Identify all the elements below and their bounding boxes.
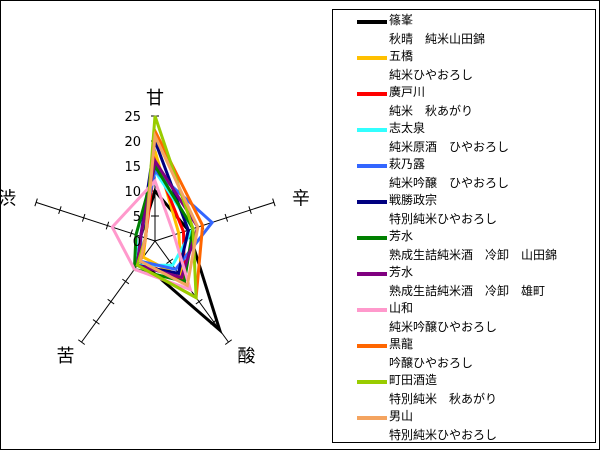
legend-entry: 山和純米吟醸ひやおろし (333, 300, 595, 336)
legend-series-name: 芳水 (389, 229, 414, 243)
legend-entry: 男山特別純米ひやおろし (333, 408, 595, 442)
legend-series-name: 戦勝政宗 (389, 193, 438, 207)
legend-series-name: 黒龍 (389, 337, 414, 351)
legend-series-name: 篠峯 (389, 13, 414, 27)
legend-series-subtitle: 秋晴 純米山田錦 (389, 32, 486, 46)
legend-series-subtitle: 純米吟醸ひやおろし (389, 320, 498, 334)
legend-series-name: 芳水 (389, 265, 414, 279)
legend-swatch (357, 200, 387, 204)
legend-entry: 町田酒造特別純米 秋あがり (333, 372, 595, 408)
legend-entry: 黒龍 吟醸ひやおろし (333, 336, 595, 372)
axis-label-3: 苦 (57, 346, 75, 367)
legend-entry: 五橋 純米ひやおろし (333, 48, 595, 84)
legend-series-name: 山和 (389, 301, 414, 315)
tick-label: 0 (133, 235, 141, 250)
axis-label-0: 甘 (146, 88, 164, 109)
axis-tick (92, 319, 100, 325)
legend-series-subtitle: 熟成生詰純米酒 冷卸 雄町 (389, 284, 546, 298)
series-line-6 (132, 162, 195, 284)
axis-label-1: 辛 (292, 188, 310, 209)
axis-tick (34, 198, 38, 207)
legend-entry: 萩乃露純米吟醸 ひやおろし (333, 156, 595, 192)
radar-plot: 0 5 10 15 20 25 甘辛酸 苦 渋 (1, 88, 310, 367)
tick-label: 10 (124, 185, 141, 200)
legend-series-name: 廣戸川 (389, 85, 426, 99)
legend-entry: 戦勝政宗特別純米ひやおろし (333, 192, 595, 228)
axis-tick (58, 206, 62, 215)
axis-tick (224, 339, 233, 345)
legend-entry: 芳水熟成生詰純米酒 冷卸 山田錦 (333, 228, 595, 264)
legend-series-subtitle: 純米 秋あがり (389, 104, 474, 118)
axis-tick (122, 278, 130, 285)
axis-label-4: 渋 (1, 188, 16, 209)
axis-tick (248, 206, 252, 215)
legend-entry: 芳水熟成生詰純米酒 冷卸 雄町 (333, 264, 595, 300)
legend-series-subtitle: 吟醸ひやおろし (389, 356, 474, 370)
axis-tick (272, 198, 276, 207)
legend-series-subtitle: 純米吟醸 ひやおろし (389, 176, 510, 190)
legend-entry: 志太泉純米原酒 ひやおろし (333, 120, 595, 156)
axis-tick (77, 339, 86, 345)
axis-tick (224, 213, 229, 222)
legend-swatch (357, 380, 387, 384)
legend-swatch (357, 344, 387, 348)
legend-swatch (357, 56, 387, 60)
axis-tick (195, 298, 203, 305)
legend-series-subtitle: 純米原酒 ひやおろし (389, 140, 510, 154)
legend-swatch (357, 92, 387, 96)
legend-series-subtitle: 特別純米 秋あがり (389, 392, 498, 406)
tick-label: 20 (124, 135, 141, 150)
legend-series-subtitle: 特別純米ひやおろし (389, 212, 498, 226)
legend-entry: 篠峯秋晴 純米山田錦 (333, 12, 595, 48)
legend-swatch (357, 272, 387, 276)
legend-series-subtitle: 熟成生詰純米酒 冷卸 山田錦 (389, 248, 558, 262)
legend-series-name: 男山 (389, 409, 414, 423)
legend-series-subtitle: 純米ひやおろし (389, 68, 474, 82)
axis-tick (129, 229, 133, 238)
chart-legend: 篠峯秋晴 純米山田錦 五橋純米ひやおろし 廣戸川純米 秋あがり 志太泉純米原酒 ひやお… (332, 9, 596, 443)
axis-tick (107, 298, 115, 305)
tick-label: 25 (124, 110, 141, 125)
legend-series-name: 志太泉 (389, 121, 426, 135)
tick-label: 15 (124, 160, 141, 175)
axis-tick (166, 258, 174, 264)
axis-tick (105, 221, 110, 230)
axis-tick (81, 213, 86, 222)
legend-swatch (357, 308, 387, 312)
radar-series (110, 115, 223, 335)
legend-swatch (357, 128, 387, 132)
legend-entry: 廣戸川純米 秋あがり (333, 84, 595, 120)
legend-swatch (357, 236, 387, 240)
series-line-11 (138, 130, 200, 288)
legend-swatch (357, 20, 387, 24)
legend-series-name: 萩乃露 (389, 157, 426, 171)
axis-label-2: 酸 (237, 346, 255, 367)
legend-series-subtitle: 特別純米ひやおろし (389, 428, 498, 442)
legend-swatch (357, 416, 387, 420)
tick-label: 5 (133, 210, 141, 225)
legend-series-name: 町田酒造 (389, 373, 438, 387)
radar-labels: 0 5 10 15 20 25 甘辛酸 苦 渋 (1, 88, 310, 367)
legend-swatch (357, 164, 387, 168)
legend-series-name: 五橋 (389, 49, 414, 63)
